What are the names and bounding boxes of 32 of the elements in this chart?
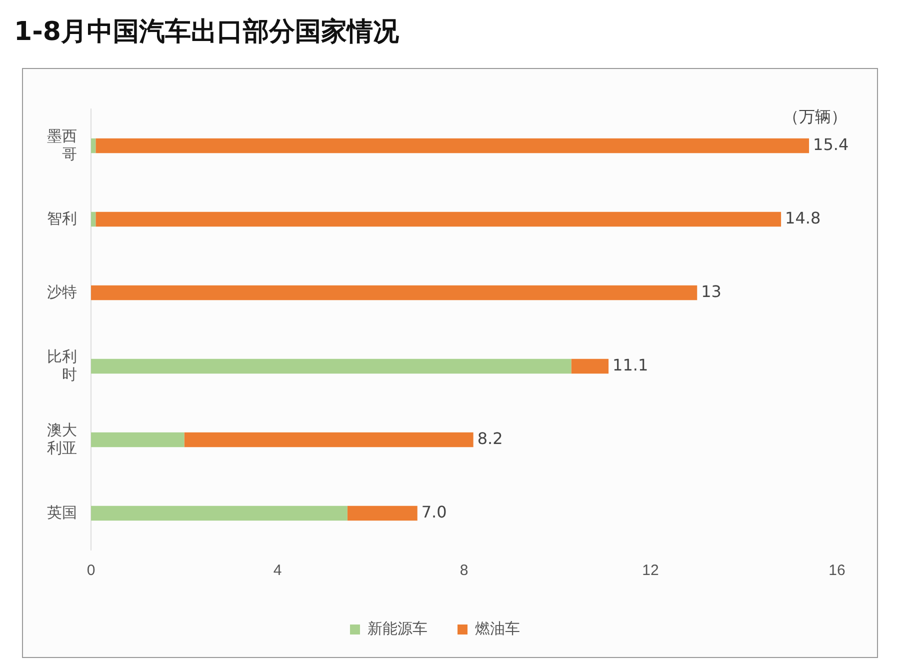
total-label: 11.1 bbox=[612, 355, 648, 374]
bar bbox=[184, 432, 474, 448]
y-tick-label: 墨西哥 bbox=[47, 128, 77, 163]
total-label: 7.0 bbox=[421, 502, 447, 522]
y-tick-label: 英国 bbox=[47, 504, 77, 522]
total-label: 13 bbox=[701, 282, 722, 301]
bar bbox=[91, 432, 184, 448]
bar bbox=[91, 285, 698, 300]
y-tick-label: 比利时 bbox=[47, 348, 77, 384]
y-tick-label: 沙特 bbox=[47, 284, 77, 301]
annotation: （万辆） bbox=[783, 107, 847, 128]
total-label: 8.2 bbox=[477, 428, 503, 448]
total-label: 15.4 bbox=[813, 134, 849, 154]
total-label: 14.8 bbox=[785, 208, 821, 228]
bar bbox=[571, 358, 609, 374]
legend-label: 新能源车 bbox=[368, 620, 428, 638]
bar bbox=[91, 506, 348, 521]
x-tick-label: 12 bbox=[642, 562, 659, 580]
y-tick-label: 智利 bbox=[47, 210, 77, 228]
x-tick-label: 0 bbox=[86, 562, 96, 580]
bar bbox=[96, 212, 782, 227]
bar bbox=[91, 358, 572, 374]
chart-title: 1-8月中国汽车出口部分国家情况 bbox=[14, 16, 399, 49]
x-tick-label: 8 bbox=[460, 562, 468, 580]
bar bbox=[347, 506, 418, 521]
x-tick-label: 16 bbox=[828, 562, 846, 580]
y-tick-label: 澳大利亚 bbox=[47, 422, 77, 457]
legend-label: 燃油车 bbox=[475, 620, 520, 638]
bar bbox=[91, 212, 96, 227]
bar bbox=[96, 138, 810, 154]
x-tick-label: 4 bbox=[273, 562, 282, 580]
bar bbox=[91, 138, 96, 154]
